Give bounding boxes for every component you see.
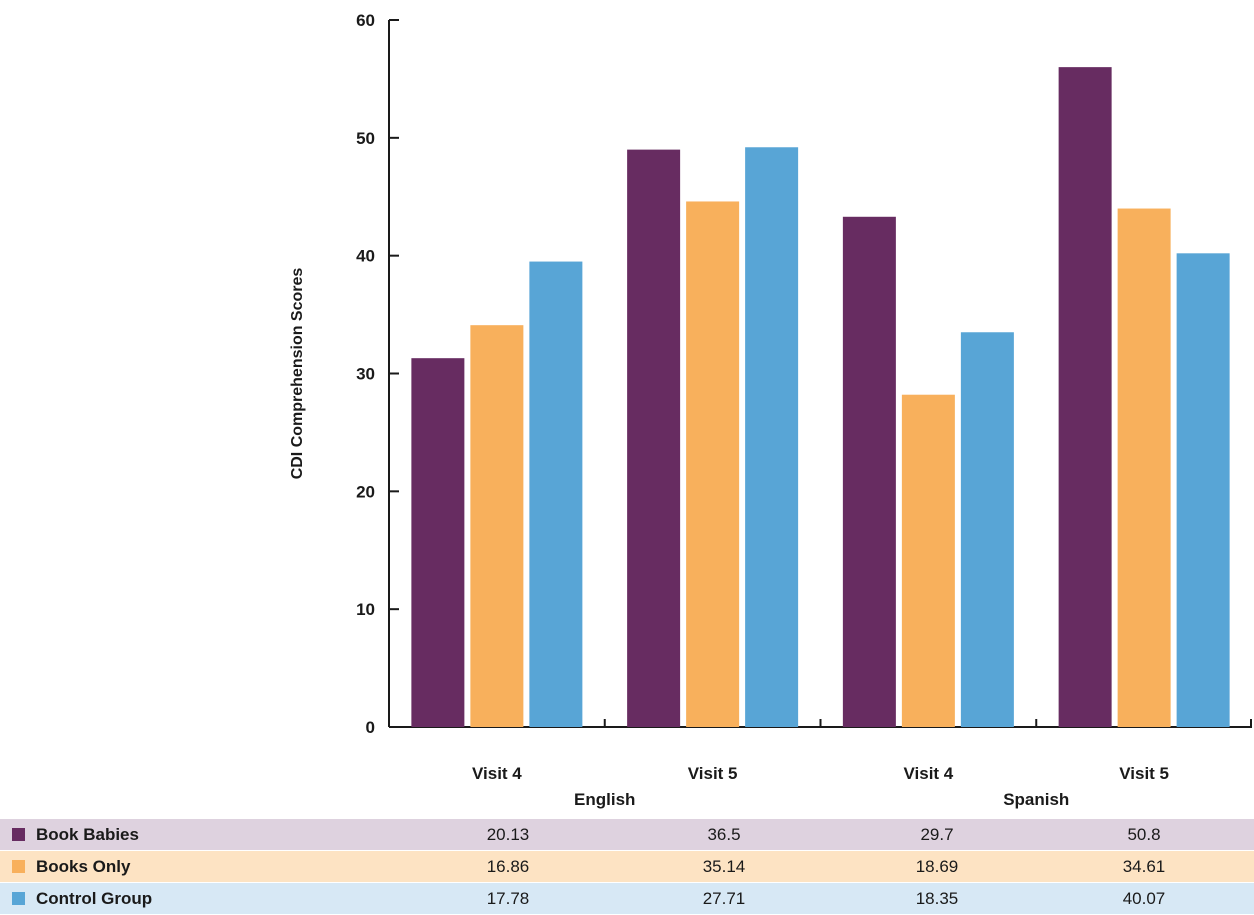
series-name: Control Group bbox=[36, 889, 153, 908]
table-cell: 20.13 bbox=[486, 825, 530, 844]
table-cell: 36.5 bbox=[707, 825, 741, 844]
data-table: Book Babies 20.13 36.5 29.7 50.8 Books O… bbox=[0, 819, 1254, 915]
y-tick-label: 30 bbox=[356, 365, 375, 384]
table-cell: 34.61 bbox=[1122, 857, 1166, 876]
table-cell: 35.14 bbox=[702, 857, 746, 876]
chart: 0 10 20 30 40 50 60 CDI Comprehension Scores Vis… bbox=[289, 11, 1252, 809]
table-cell: 18.69 bbox=[915, 857, 959, 876]
table-cell: 18.35 bbox=[915, 889, 959, 908]
series-name: Book Babies bbox=[36, 825, 139, 844]
legend-swatch-control-group bbox=[12, 892, 25, 905]
y-tick-label: 40 bbox=[356, 247, 375, 266]
group-label: English bbox=[574, 790, 635, 809]
bar-book-babies bbox=[411, 358, 465, 727]
x-tick-label: Visit 4 bbox=[472, 764, 522, 783]
table-cell: 16.86 bbox=[486, 857, 530, 876]
group-label: Spanish bbox=[1003, 790, 1069, 809]
y-tick-label: 10 bbox=[356, 600, 375, 619]
bar-book-babies bbox=[627, 149, 681, 727]
legend-swatch-book-babies bbox=[12, 828, 25, 841]
table-row-books-only: Books Only 16.86 35.14 18.69 34.61 bbox=[0, 851, 1254, 882]
table-cell: 29.7 bbox=[920, 825, 954, 844]
legend-swatch-books-only bbox=[12, 860, 25, 873]
y-tick-label: 0 bbox=[366, 718, 375, 737]
bar-control-group bbox=[745, 147, 799, 727]
table-row-book-babies: Book Babies 20.13 36.5 29.7 50.8 bbox=[0, 819, 1254, 850]
table-cell: 27.71 bbox=[702, 889, 746, 908]
x-tick-label: Visit 5 bbox=[1119, 764, 1169, 783]
table-cell: 17.78 bbox=[486, 889, 530, 908]
bar-books-only bbox=[686, 201, 740, 728]
bar-control-group bbox=[1176, 253, 1230, 727]
y-tick-label: 60 bbox=[356, 11, 375, 30]
bar-control-group bbox=[960, 332, 1014, 727]
table-row-control-group: Control Group 17.78 27.71 18.35 40.07 bbox=[0, 883, 1254, 914]
x-tick-label: Visit 5 bbox=[688, 764, 738, 783]
y-tick-label: 20 bbox=[356, 482, 375, 501]
bar-books-only bbox=[470, 325, 524, 727]
bar-books-only bbox=[901, 394, 955, 727]
bar-control-group bbox=[529, 261, 583, 727]
bar-book-babies bbox=[1058, 67, 1112, 728]
y-tick-label: 50 bbox=[356, 129, 375, 148]
x-tick-label: Visit 4 bbox=[903, 764, 953, 783]
series-name: Books Only bbox=[36, 857, 131, 876]
bar-book-babies bbox=[842, 216, 896, 727]
table-cell: 50.8 bbox=[1127, 825, 1161, 844]
y-axis-title: CDI Comprehension Scores bbox=[289, 268, 306, 480]
table-cell: 40.07 bbox=[1122, 889, 1166, 908]
bar-books-only bbox=[1117, 208, 1171, 728]
